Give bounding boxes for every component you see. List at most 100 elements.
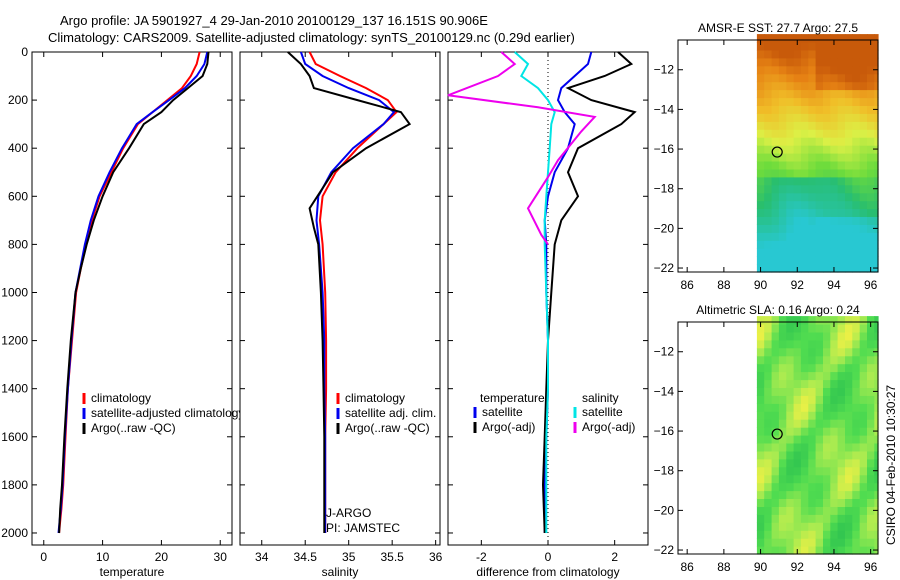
sst-cell bbox=[786, 65, 795, 75]
sst-argo-marker bbox=[771, 146, 783, 158]
sla-cell bbox=[837, 347, 846, 357]
sla-cell bbox=[756, 458, 765, 468]
sst-cell bbox=[859, 145, 868, 154]
sla-cell bbox=[756, 363, 765, 373]
sst-cell bbox=[830, 81, 839, 91]
sst-cell bbox=[764, 248, 773, 257]
sst-cell bbox=[786, 145, 795, 154]
sla-cell bbox=[837, 395, 846, 404]
sla-cell bbox=[793, 514, 802, 523]
sla-cell bbox=[859, 411, 868, 420]
sla-cell bbox=[837, 546, 846, 555]
sst-cell bbox=[756, 153, 765, 162]
diff-legend-temperature: temperature bbox=[480, 391, 545, 405]
sst-cell bbox=[874, 192, 879, 202]
sla-cell bbox=[823, 538, 831, 547]
sst-cell bbox=[756, 137, 765, 146]
ytick-label: 1400 bbox=[1, 382, 28, 396]
sst-cell bbox=[764, 97, 773, 106]
sla-cell bbox=[867, 363, 875, 373]
sla-cell bbox=[852, 506, 861, 515]
sst-cell bbox=[800, 81, 809, 91]
sla-cell bbox=[815, 379, 824, 388]
sla-cell bbox=[852, 387, 861, 396]
sst-cell bbox=[859, 113, 868, 122]
sst-cell bbox=[808, 137, 817, 146]
sla-cell bbox=[867, 490, 875, 499]
sst-cell bbox=[771, 256, 780, 265]
sst-cell bbox=[830, 65, 839, 75]
sst-cell bbox=[756, 208, 765, 217]
sst-cell bbox=[800, 161, 809, 170]
sla-cell bbox=[793, 324, 802, 333]
sla-cell bbox=[815, 546, 824, 555]
sst-cell bbox=[874, 168, 879, 178]
sst-cell bbox=[808, 216, 817, 225]
sla-cell bbox=[778, 522, 787, 531]
sla-cell bbox=[756, 450, 765, 460]
sst-cell bbox=[867, 192, 875, 202]
sst-cell bbox=[852, 161, 861, 170]
sst-cell bbox=[771, 224, 780, 233]
sst-cell bbox=[859, 264, 868, 273]
sst-cell bbox=[852, 89, 861, 99]
diff-legend-salinity: salinity bbox=[582, 391, 619, 405]
sla-ytick-label: −20 bbox=[654, 503, 675, 517]
sla-cell bbox=[800, 458, 809, 468]
sst-cell bbox=[771, 168, 780, 178]
sst-cell bbox=[815, 161, 824, 170]
sla-cell bbox=[793, 379, 802, 388]
sla-cell bbox=[778, 538, 787, 547]
sst-cell bbox=[837, 113, 846, 122]
sla-cell bbox=[793, 339, 802, 349]
sla-cell bbox=[823, 514, 831, 523]
sst-cell bbox=[815, 137, 824, 146]
sst-cell bbox=[874, 34, 879, 43]
sst-cell bbox=[830, 105, 839, 114]
ytick-label: 0 bbox=[21, 45, 28, 59]
sla-cell bbox=[823, 363, 831, 373]
sst-cell bbox=[837, 192, 846, 202]
sla-cell bbox=[808, 339, 817, 349]
sla-cell bbox=[874, 538, 879, 547]
sla-cell bbox=[823, 506, 831, 515]
sla-cell bbox=[852, 395, 861, 404]
sla-cell bbox=[771, 363, 780, 373]
sst-cell bbox=[859, 121, 868, 130]
sst-cell bbox=[771, 248, 780, 257]
sst-cell bbox=[764, 232, 773, 241]
sla-cell bbox=[756, 387, 765, 396]
sst-cell bbox=[815, 42, 824, 51]
sst-cell bbox=[793, 176, 802, 186]
sla-cell bbox=[771, 371, 780, 381]
sst-cell bbox=[764, 129, 773, 138]
sst-cell bbox=[771, 105, 780, 114]
temperature-xtick-label: 20 bbox=[155, 550, 169, 564]
sla-cell bbox=[859, 403, 868, 412]
sla-cell bbox=[815, 324, 824, 333]
sla-cell bbox=[837, 498, 846, 507]
sla-cell bbox=[852, 355, 861, 365]
sst-cell bbox=[867, 65, 875, 75]
sst-cell bbox=[852, 240, 861, 249]
sst-cell bbox=[867, 153, 875, 162]
sla-cell bbox=[800, 419, 809, 428]
sst-cell bbox=[837, 97, 846, 106]
sal-legend-2-label: Argo(..raw -QC) bbox=[345, 421, 430, 435]
sla-cell bbox=[823, 443, 831, 452]
sst-cell bbox=[867, 89, 875, 99]
sst-cell bbox=[874, 121, 879, 130]
sst-cell bbox=[837, 264, 846, 273]
sst-cell bbox=[800, 121, 809, 130]
sla-cell bbox=[771, 490, 780, 499]
sla-cell bbox=[800, 435, 809, 444]
sla-cell bbox=[793, 403, 802, 412]
sla-cell bbox=[764, 324, 773, 333]
sst-cell bbox=[845, 137, 853, 146]
sla-cell bbox=[764, 419, 773, 428]
sst-cell bbox=[823, 57, 831, 67]
sst-cell bbox=[867, 34, 875, 43]
sst-cell bbox=[837, 137, 846, 146]
sst-cell bbox=[793, 34, 802, 43]
sst-cell bbox=[778, 81, 787, 91]
